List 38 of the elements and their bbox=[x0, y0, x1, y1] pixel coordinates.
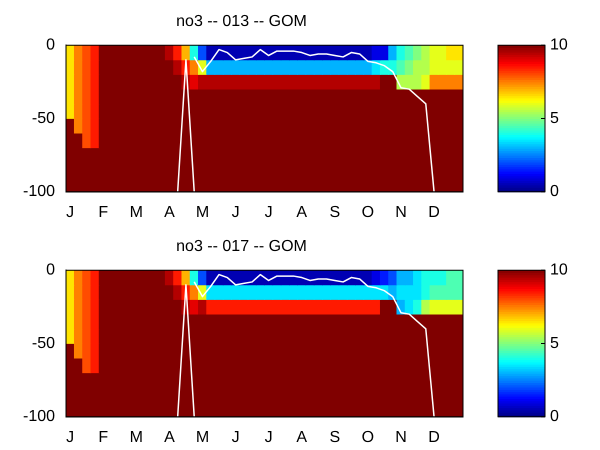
y-tick-label: 0 bbox=[46, 36, 56, 54]
x-tick-label: M bbox=[130, 428, 143, 446]
x-tick-label: J bbox=[66, 428, 74, 446]
x-tick-label: D bbox=[428, 204, 440, 221]
color-bar-label: 5 bbox=[550, 110, 559, 127]
x-tick-label: S bbox=[329, 428, 340, 446]
x-tick-label: M bbox=[130, 204, 143, 221]
color-bar-label: 10 bbox=[550, 262, 568, 279]
x-tick-label: N bbox=[395, 204, 407, 221]
x-tick-label: J bbox=[66, 204, 74, 221]
chart-title: no3 -- 013 -- GOM bbox=[176, 13, 307, 30]
x-tick-label: J bbox=[232, 428, 240, 446]
color-bar-label: 0 bbox=[550, 183, 559, 200]
x-tick-label: M bbox=[196, 428, 210, 446]
x-tick-label: O bbox=[362, 428, 374, 446]
x-tick-label: N bbox=[395, 428, 407, 446]
x-tick-label: A bbox=[164, 428, 176, 446]
x-tick-label: J bbox=[232, 204, 240, 221]
x-tick-label: S bbox=[329, 204, 340, 221]
y-tick-label: -100 bbox=[22, 408, 56, 426]
x-tick-label: A bbox=[164, 204, 176, 221]
x-tick-label: J bbox=[264, 428, 273, 446]
x-tick-label: M bbox=[196, 204, 210, 221]
color-bar-label: 5 bbox=[550, 334, 559, 352]
x-tick-label: F bbox=[98, 428, 108, 446]
x-tick-label: A bbox=[296, 428, 308, 446]
y-tick-label: 0 bbox=[46, 262, 56, 279]
color-bar-label: 10 bbox=[550, 36, 568, 54]
x-tick-label: O bbox=[362, 204, 374, 221]
x-tick-label: F bbox=[98, 204, 108, 221]
x-tick-label: D bbox=[428, 428, 440, 446]
chart-title: no3 -- 017 -- GOM bbox=[176, 238, 307, 256]
color-bar-label: 0 bbox=[550, 408, 559, 426]
y-tick-label: -50 bbox=[32, 334, 56, 352]
x-tick-label: J bbox=[264, 204, 273, 221]
x-tick-label: A bbox=[296, 204, 308, 221]
y-tick-label: -50 bbox=[32, 110, 56, 127]
y-tick-label: -100 bbox=[22, 183, 56, 200]
